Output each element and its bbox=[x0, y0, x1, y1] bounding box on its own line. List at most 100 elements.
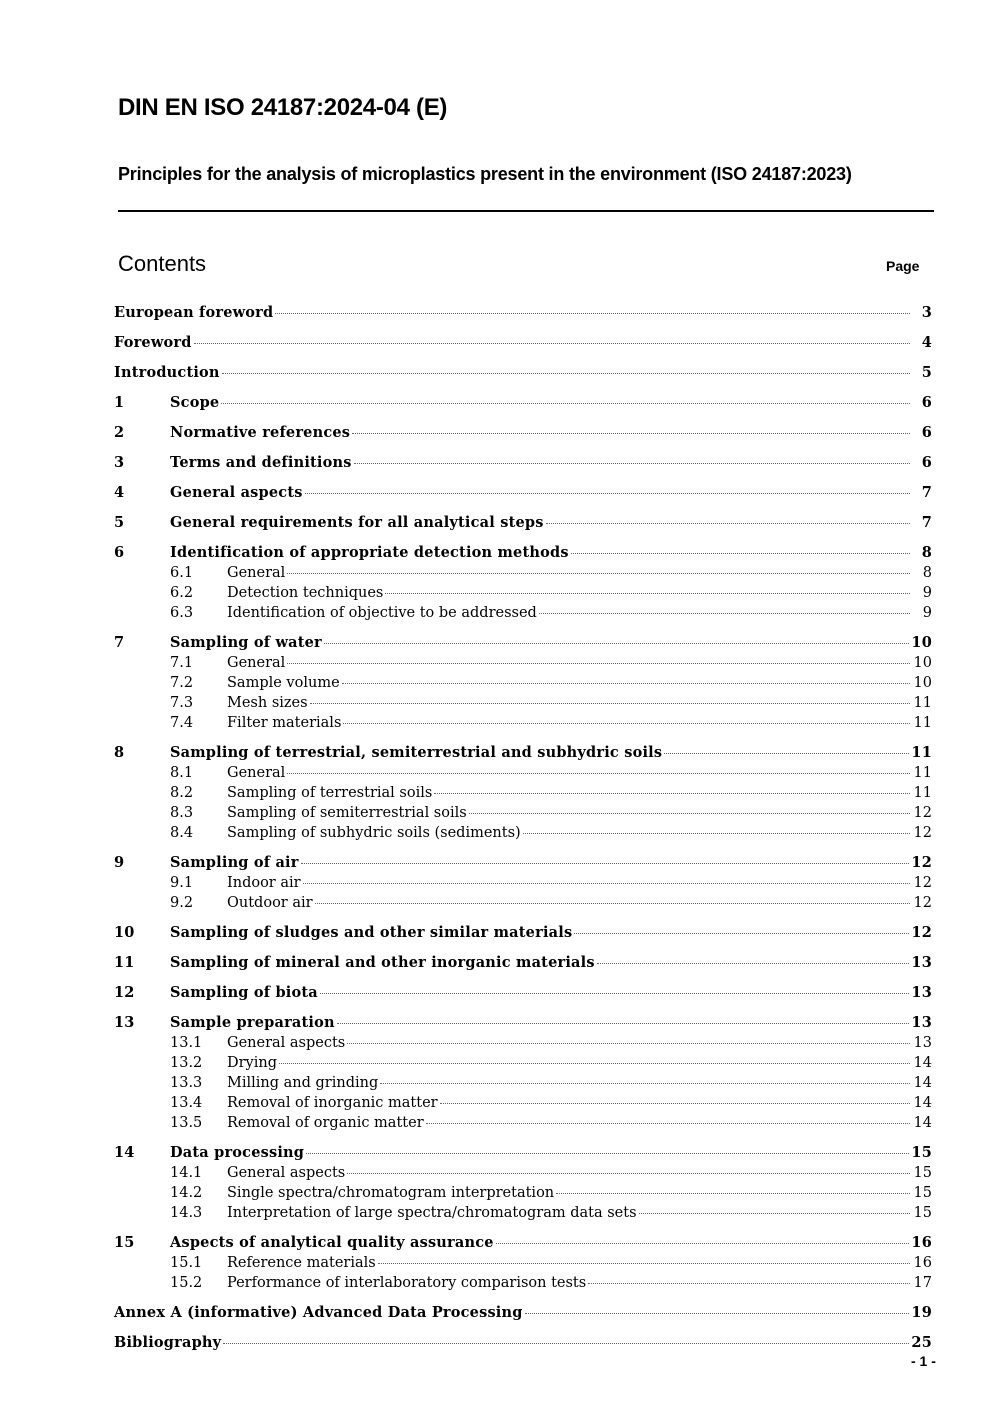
toc-entry-title[interactable]: Identification of appropriate detection … bbox=[170, 544, 569, 561]
toc-entry[interactable]: 12 Sampling of biota 13 bbox=[114, 983, 932, 1003]
toc-entry-title[interactable]: Drying bbox=[227, 1055, 278, 1071]
toc-entry-title[interactable]: Sample volume bbox=[227, 675, 340, 691]
toc-entry-page[interactable]: 7 bbox=[921, 484, 932, 501]
toc-entry[interactable]: 14.2 Single spectra/chromatogram interpre… bbox=[114, 1183, 932, 1203]
toc-entry-page[interactable]: 10 bbox=[913, 675, 932, 691]
toc-entry-page[interactable]: 12 bbox=[913, 875, 932, 891]
toc-entry-title[interactable]: Mesh sizes bbox=[227, 695, 308, 711]
toc-entry-page[interactable]: 13 bbox=[911, 1014, 932, 1031]
toc-entry-title[interactable]: Sample preparation bbox=[170, 1014, 335, 1031]
toc-entry[interactable]: 2 Normative references 6 bbox=[114, 423, 932, 443]
toc-entry-page[interactable]: 3 bbox=[921, 304, 932, 321]
toc-entry-page[interactable]: 6 bbox=[921, 424, 932, 441]
toc-entry[interactable]: 14.1 General aspects 15 bbox=[114, 1163, 932, 1183]
toc-entry[interactable]: 6.2 Detection techniques 9 bbox=[114, 583, 932, 603]
toc-entry[interactable]: 8.3 Sampling of semiterrestrial soils 12 bbox=[114, 803, 932, 823]
toc-entry-title[interactable]: Terms and definitions bbox=[170, 454, 352, 471]
toc-entry-title[interactable]: Milling and grinding bbox=[227, 1075, 379, 1091]
toc-entry[interactable]: 8 Sampling of terrestrial, semiterrestria… bbox=[114, 743, 932, 763]
toc-entry[interactable]: 3 Terms and definitions 6 bbox=[114, 453, 932, 473]
toc-entry-page[interactable]: 8 bbox=[922, 565, 932, 581]
toc-entry[interactable]: Bibliography 25 bbox=[114, 1333, 932, 1353]
toc-entry-title[interactable]: Removal of organic matter bbox=[227, 1115, 424, 1131]
toc-entry-title[interactable]: Foreword bbox=[114, 334, 192, 351]
toc-entry-title[interactable]: General bbox=[227, 655, 286, 671]
toc-entry[interactable]: 13.1 General aspects 13 bbox=[114, 1033, 932, 1053]
toc-entry-page[interactable]: 6 bbox=[921, 454, 932, 471]
toc-entry-title[interactable]: Performance of interlaboratory compariso… bbox=[227, 1275, 587, 1291]
toc-entry-page[interactable]: 11 bbox=[913, 785, 932, 801]
toc-entry-page[interactable]: 14 bbox=[913, 1055, 932, 1071]
toc-entry-page[interactable]: 9 bbox=[922, 585, 932, 601]
toc-entry-page[interactable]: 12 bbox=[911, 854, 932, 871]
toc-entry-page[interactable]: 17 bbox=[913, 1275, 932, 1291]
toc-entry-title[interactable]: Sampling of semiterrestrial soils bbox=[227, 805, 467, 821]
toc-entry-title[interactable]: Removal of inorganic matter bbox=[227, 1095, 438, 1111]
toc-entry-page[interactable]: 12 bbox=[911, 924, 932, 941]
toc-entry-title[interactable]: Sampling of terrestrial, semiterrestrial… bbox=[170, 744, 663, 761]
toc-entry-title[interactable]: General aspects bbox=[170, 484, 303, 501]
toc-entry-title[interactable]: General aspects bbox=[227, 1035, 346, 1051]
toc-entry[interactable]: 9 Sampling of air 12 bbox=[114, 853, 932, 873]
toc-entry-page[interactable]: 13 bbox=[911, 984, 932, 1001]
toc-entry[interactable]: European foreword 3 bbox=[114, 303, 932, 323]
toc-entry-title[interactable]: Single spectra/chromatogram interpretati… bbox=[227, 1185, 555, 1201]
toc-entry-title[interactable]: European foreword bbox=[114, 304, 274, 321]
toc-entry[interactable]: 11 Sampling of mineral and other inorgani… bbox=[114, 953, 932, 973]
toc-entry-page[interactable]: 8 bbox=[921, 544, 932, 561]
toc-entry[interactable]: 6.3 Identification of objective to be add… bbox=[114, 603, 932, 623]
toc-entry-page[interactable]: 14 bbox=[913, 1095, 932, 1111]
toc-entry-title[interactable]: Aspects of analytical quality assurance bbox=[170, 1234, 494, 1251]
toc-entry[interactable]: 7.3 Mesh sizes 11 bbox=[114, 693, 932, 713]
toc-entry[interactable]: 7.2 Sample volume 10 bbox=[114, 673, 932, 693]
toc-entry[interactable]: 15.2 Performance of interlaboratory compa… bbox=[114, 1273, 932, 1293]
toc-entry-page[interactable]: 7 bbox=[921, 514, 932, 531]
toc-entry-page[interactable]: 12 bbox=[913, 825, 932, 841]
toc-entry-title[interactable]: Introduction bbox=[114, 364, 220, 381]
toc-entry[interactable]: 9.1 Indoor air 12 bbox=[114, 873, 932, 893]
toc-entry[interactable]: 4 General aspects 7 bbox=[114, 483, 932, 503]
toc-entry[interactable]: 14 Data processing 15 bbox=[114, 1143, 932, 1163]
toc-entry-page[interactable]: 13 bbox=[913, 1035, 932, 1051]
toc-entry[interactable]: 5 General requirements for all analytical… bbox=[114, 513, 932, 533]
toc-entry[interactable]: Annex A (informative) Advanced Data Proc… bbox=[114, 1303, 932, 1323]
toc-entry-page[interactable]: 12 bbox=[913, 805, 932, 821]
toc-entry-title[interactable]: Sampling of air bbox=[170, 854, 299, 871]
toc-entry-title[interactable]: Filter materials bbox=[227, 715, 342, 731]
toc-entry-title[interactable]: Outdoor air bbox=[227, 895, 313, 911]
toc-entry-title[interactable]: Detection techniques bbox=[227, 585, 384, 601]
toc-entry[interactable]: 7.1 General 10 bbox=[114, 653, 932, 673]
toc-entry[interactable]: 13 Sample preparation 13 bbox=[114, 1013, 932, 1033]
toc-entry-page[interactable]: 11 bbox=[913, 695, 932, 711]
toc-entry-page[interactable]: 16 bbox=[913, 1255, 932, 1271]
toc-entry[interactable]: 15 Aspects of analytical quality assuranc… bbox=[114, 1233, 932, 1253]
toc-entry-title[interactable]: General bbox=[227, 565, 286, 581]
toc-entry-page[interactable]: 15 bbox=[911, 1144, 932, 1161]
toc-entry-page[interactable]: 5 bbox=[921, 364, 932, 381]
toc-entry-title[interactable]: Sampling of biota bbox=[170, 984, 318, 1001]
toc-entry-title[interactable]: Identification of objective to be addres… bbox=[227, 605, 537, 621]
toc-entry-title[interactable]: General bbox=[227, 765, 286, 781]
toc-entry-title[interactable]: Reference materials bbox=[227, 1255, 376, 1271]
toc-entry-page[interactable]: 10 bbox=[911, 634, 932, 651]
toc-entry-title[interactable]: Sampling of water bbox=[170, 634, 322, 651]
toc-entry-title[interactable]: Scope bbox=[170, 394, 220, 411]
toc-entry-title[interactable]: Sampling of subhydric soils (sediments) bbox=[227, 825, 521, 841]
toc-entry-page[interactable]: 4 bbox=[921, 334, 932, 351]
toc-entry-title[interactable]: General aspects bbox=[227, 1165, 346, 1181]
toc-entry-title[interactable]: Sampling of mineral and other inorganic … bbox=[170, 954, 595, 971]
toc-entry[interactable]: 13.3 Milling and grinding 14 bbox=[114, 1073, 932, 1093]
toc-entry-title[interactable]: Bibliography bbox=[114, 1334, 222, 1351]
toc-entry-page[interactable]: 14 bbox=[913, 1115, 932, 1131]
toc-entry[interactable]: Foreword 4 bbox=[114, 333, 932, 353]
toc-entry-page[interactable]: 15 bbox=[913, 1185, 932, 1201]
toc-entry[interactable]: 8.1 General 11 bbox=[114, 763, 932, 783]
toc-entry-title[interactable]: Sampling of terrestrial soils bbox=[227, 785, 433, 801]
toc-entry-title[interactable]: Sampling of sludges and other similar ma… bbox=[170, 924, 573, 941]
toc-entry-page[interactable]: 11 bbox=[911, 744, 932, 761]
toc-entry[interactable]: 14.3 Interpretation of large spectra/chro… bbox=[114, 1203, 932, 1223]
toc-entry-title[interactable]: Interpretation of large spectra/chromato… bbox=[227, 1205, 637, 1221]
toc-entry[interactable]: 9.2 Outdoor air 12 bbox=[114, 893, 932, 913]
toc-entry-page[interactable]: 11 bbox=[913, 765, 932, 781]
toc-entry[interactable]: 6 Identification of appropriate detection… bbox=[114, 543, 932, 563]
